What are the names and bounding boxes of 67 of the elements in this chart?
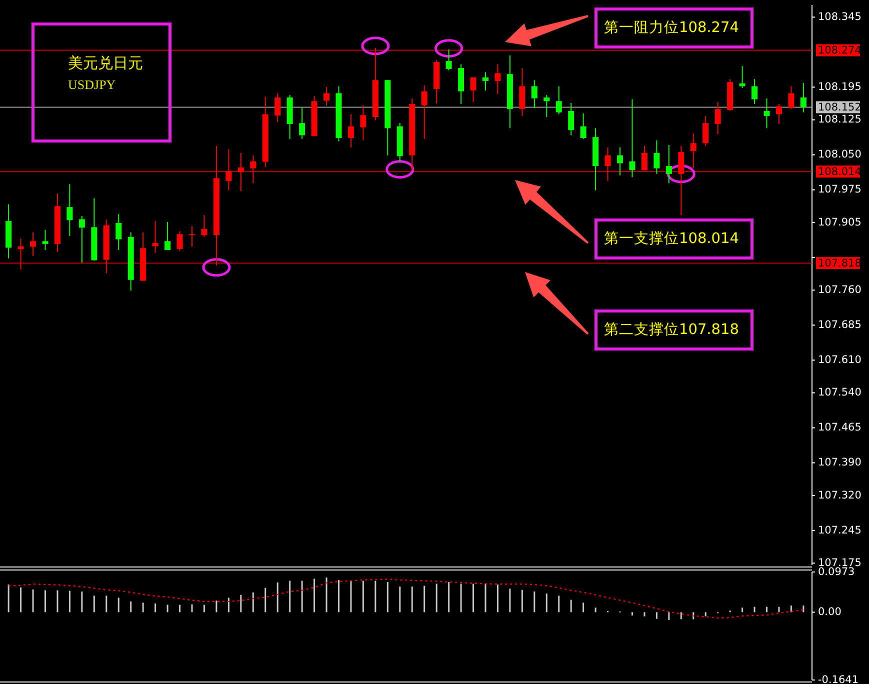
candlestick bbox=[800, 82, 806, 113]
candlestick bbox=[30, 232, 36, 257]
candlestick bbox=[470, 76, 476, 103]
text: 美元兑日元 bbox=[68, 54, 143, 72]
y-tick-label: 107.465 bbox=[818, 422, 862, 434]
text: USDJPY bbox=[68, 77, 116, 92]
candlestick bbox=[702, 116, 709, 146]
candlestick bbox=[66, 184, 73, 236]
candlestick bbox=[188, 226, 195, 248]
candlestick bbox=[568, 102, 574, 136]
candlestick bbox=[78, 215, 85, 264]
y-tick-label: 108.125 bbox=[818, 114, 862, 126]
y-tick-label: -0.1641 bbox=[818, 674, 859, 684]
candlestick bbox=[629, 98, 636, 178]
y-tick-label: 108.195 bbox=[818, 81, 862, 94]
candlestick bbox=[116, 214, 122, 250]
y-tick-label: 107.760 bbox=[818, 284, 862, 296]
y-tick-label: 107.905 bbox=[818, 216, 862, 228]
candlestick bbox=[739, 66, 746, 89]
y-tick-label: 107.610 bbox=[818, 354, 862, 366]
candlestick bbox=[348, 114, 354, 148]
candlestick bbox=[164, 222, 171, 250]
candlestick bbox=[764, 98, 770, 129]
candlestick bbox=[690, 132, 696, 169]
candlestick bbox=[42, 229, 48, 250]
candlestick bbox=[714, 102, 721, 135]
candlestick bbox=[752, 78, 758, 104]
candlestick bbox=[446, 48, 452, 71]
candlestick bbox=[274, 92, 281, 123]
y-tick-label: 0.0973 bbox=[818, 566, 855, 578]
y-tick-label: 108.345 bbox=[818, 11, 862, 24]
candlestick bbox=[666, 144, 672, 184]
candlestick bbox=[324, 86, 330, 106]
candlestick bbox=[556, 86, 562, 115]
annotation: 第二支撑位107.818 bbox=[604, 320, 739, 338]
candlestick bbox=[617, 146, 624, 176]
candlestick bbox=[360, 104, 366, 141]
candlestick bbox=[176, 230, 183, 252]
ref-line-label: 108.274 bbox=[818, 44, 862, 57]
y-tick-label: 107.245 bbox=[818, 524, 862, 536]
y-tick-label: 0.00 bbox=[818, 606, 842, 618]
line-series bbox=[8, 578, 804, 619]
candlestick bbox=[458, 64, 464, 104]
ref-line-label: 108.014 bbox=[818, 166, 862, 178]
candlestick bbox=[482, 72, 488, 91]
y-tick-label: 108.050 bbox=[818, 148, 862, 161]
candlestick bbox=[519, 68, 526, 117]
candlestick bbox=[494, 64, 501, 95]
candlestick bbox=[776, 103, 782, 124]
annotation: 第一支撑位108.014 bbox=[604, 230, 739, 247]
y-tick-label: 107.540 bbox=[818, 386, 862, 399]
y-tick-label: 107.390 bbox=[818, 456, 862, 469]
candlestick bbox=[544, 94, 550, 118]
candlestick bbox=[531, 80, 538, 109]
candlestick bbox=[299, 107, 306, 140]
y-tick-label: 107.320 bbox=[818, 489, 862, 502]
y-tick-label: 107.685 bbox=[818, 319, 862, 332]
candlestick bbox=[201, 214, 208, 238]
ref-line-label: 107.818 bbox=[818, 257, 862, 270]
candlestick bbox=[580, 112, 586, 140]
candlestick bbox=[152, 220, 158, 254]
candlestick bbox=[654, 140, 660, 174]
y-tick-label: 107.975 bbox=[818, 184, 862, 196]
ref-line-label: 108.152 bbox=[818, 102, 862, 114]
annotation: 第一阻力位108.274 bbox=[604, 18, 739, 36]
candlestick bbox=[421, 84, 428, 140]
candlestick bbox=[788, 86, 794, 110]
